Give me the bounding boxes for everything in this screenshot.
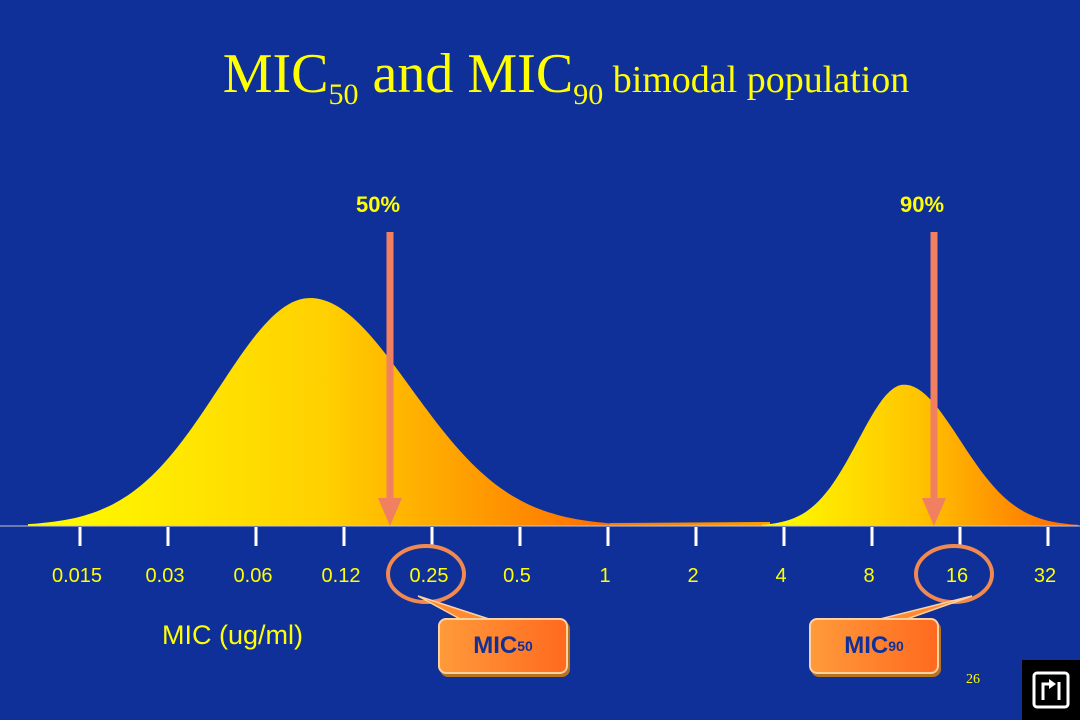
x-tick-label: 2 <box>687 565 698 587</box>
x-tick-label: 0.12 <box>322 565 361 587</box>
x-tick-label: 8 <box>863 565 874 587</box>
distribution-peak-low <box>28 298 622 526</box>
percentile-label: 90% <box>900 192 944 217</box>
title-sub1: 50 <box>328 78 359 111</box>
title-part3: bimodal population <box>603 59 910 101</box>
x-axis-label: MIC (ug/ml) <box>162 620 303 650</box>
x-tick-label: 0.015 <box>52 565 102 587</box>
mic90-callout-main: MIC <box>844 632 889 659</box>
highlight-circle <box>386 544 466 604</box>
slide-number: 26 <box>966 672 980 687</box>
callout-pointer <box>417 595 493 621</box>
return-arrow-icon <box>1032 671 1070 709</box>
callout-pointer <box>875 595 973 621</box>
title-part2: and MIC <box>358 43 574 105</box>
slide-title: MIC50 and MIC90 bimodal population <box>0 42 1080 112</box>
mic50-callout-main: MIC <box>473 632 518 659</box>
x-tick-label: 0.5 <box>503 565 531 587</box>
mic50-callout: MIC 50 <box>438 618 568 674</box>
distribution-peak-high <box>762 384 1078 526</box>
mic50-callout-sub: 50 <box>517 638 533 654</box>
x-tick-label: 1 <box>599 565 610 587</box>
percentile-arrow-head <box>378 498 402 526</box>
distribution-trough <box>610 522 770 526</box>
title-part1: MIC <box>222 43 329 105</box>
mic90-callout: MIC 90 <box>809 618 939 674</box>
x-tick-label: 4 <box>775 565 786 587</box>
percentile-arrow-head <box>922 498 946 526</box>
mic90-callout-sub: 90 <box>888 638 904 654</box>
x-tick-label: 32 <box>1034 565 1056 587</box>
x-tick-label: 16 <box>946 565 968 587</box>
x-tick-label: 0.06 <box>234 565 273 587</box>
title-sub2: 90 <box>573 78 604 111</box>
percentile-label: 50% <box>356 192 400 217</box>
x-tick-label: 0.03 <box>146 565 185 587</box>
x-tick-label: 0.25 <box>410 565 449 587</box>
return-nav-button[interactable] <box>1022 660 1080 720</box>
